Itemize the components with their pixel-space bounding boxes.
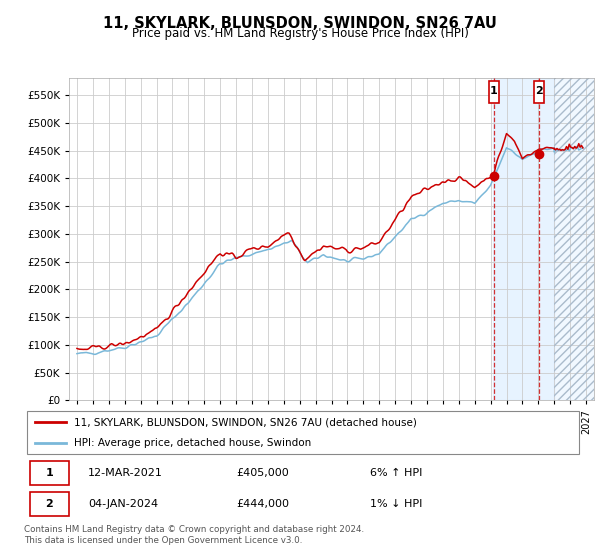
Text: 1% ↓ HPI: 1% ↓ HPI xyxy=(370,499,422,508)
Text: Price paid vs. HM Land Registry's House Price Index (HPI): Price paid vs. HM Land Registry's House … xyxy=(131,27,469,40)
Text: 04-JAN-2024: 04-JAN-2024 xyxy=(88,499,158,508)
Text: HPI: Average price, detached house, Swindon: HPI: Average price, detached house, Swin… xyxy=(74,438,311,448)
Text: 2: 2 xyxy=(45,499,53,508)
FancyBboxPatch shape xyxy=(27,411,579,454)
Bar xyxy=(493,78,554,400)
Text: £444,000: £444,000 xyxy=(236,499,289,508)
Text: 11, SKYLARK, BLUNSDON, SWINDON, SN26 7AU: 11, SKYLARK, BLUNSDON, SWINDON, SN26 7AU xyxy=(103,16,497,31)
Bar xyxy=(554,78,600,400)
Text: 1: 1 xyxy=(45,468,53,478)
FancyBboxPatch shape xyxy=(534,81,544,104)
Bar xyxy=(554,78,600,400)
Text: 12-MAR-2021: 12-MAR-2021 xyxy=(88,468,163,478)
FancyBboxPatch shape xyxy=(29,461,68,485)
FancyBboxPatch shape xyxy=(29,492,68,516)
Text: £405,000: £405,000 xyxy=(236,468,289,478)
Text: Contains HM Land Registry data © Crown copyright and database right 2024.
This d: Contains HM Land Registry data © Crown c… xyxy=(24,525,364,545)
Text: 6% ↑ HPI: 6% ↑ HPI xyxy=(370,468,422,478)
Text: 2: 2 xyxy=(535,86,543,96)
Text: 1: 1 xyxy=(490,86,497,96)
FancyBboxPatch shape xyxy=(489,81,499,104)
Text: 11, SKYLARK, BLUNSDON, SWINDON, SN26 7AU (detached house): 11, SKYLARK, BLUNSDON, SWINDON, SN26 7AU… xyxy=(74,417,417,427)
